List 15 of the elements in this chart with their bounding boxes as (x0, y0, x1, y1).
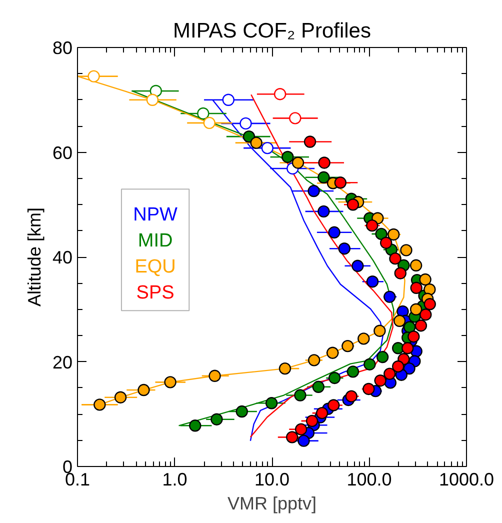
x-tick-label: 1.0 (162, 470, 188, 490)
text: SPS (136, 282, 174, 304)
text: EQU (134, 256, 176, 278)
x-tick-label: 10.0 (254, 470, 290, 490)
x-axis-title: VMR [pptv] (227, 494, 317, 514)
x-tick-label: 100.0 (346, 470, 392, 490)
y-tick-label: 80 (52, 38, 73, 58)
x-tick-label: 1000.0 (438, 470, 494, 490)
text: NPW (133, 204, 178, 226)
y-tick-label: 20 (52, 352, 73, 372)
y-axis-title: Altitude [km] (24, 207, 44, 307)
y-tick-label: 60 (52, 142, 73, 163)
text: MID (138, 230, 173, 252)
y-tick-label: 40 (52, 248, 73, 268)
chart-title: MIPAS COF₂ Profiles (173, 20, 371, 42)
